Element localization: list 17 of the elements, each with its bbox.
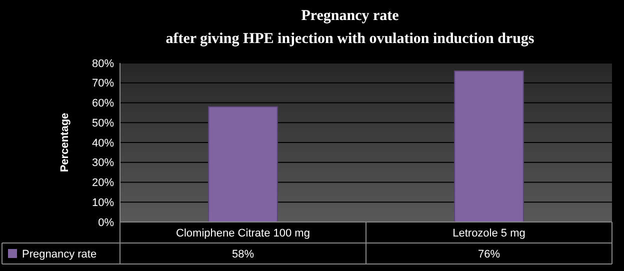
chart-subtitle: after giving HPE injection with ovulation induction drugs <box>166 31 534 47</box>
y-tick-label: 80% <box>92 58 114 70</box>
data-label: 76% <box>478 248 500 260</box>
x-tick-label: Clomiphene Citrate 100 mg <box>176 227 310 240</box>
y-tick-label: 70% <box>92 78 114 90</box>
y-tick-label: 40% <box>92 137 114 150</box>
chart-title: Pregnancy rate <box>301 8 400 24</box>
text: Pregnancy rate <box>22 248 97 260</box>
x-tick-label: Letrozole 5 mg <box>452 227 526 240</box>
y-tick-label: 60% <box>92 98 114 110</box>
y-tick-label: 10% <box>92 196 114 209</box>
y-tick-label: 20% <box>92 177 114 190</box>
y-tick-label: 50% <box>92 117 114 130</box>
y-axis-title: Percentage <box>59 112 71 172</box>
data-label: 58% <box>232 248 254 260</box>
y-tick-label: 30% <box>92 157 114 170</box>
y-tick-label: 0% <box>98 216 114 229</box>
